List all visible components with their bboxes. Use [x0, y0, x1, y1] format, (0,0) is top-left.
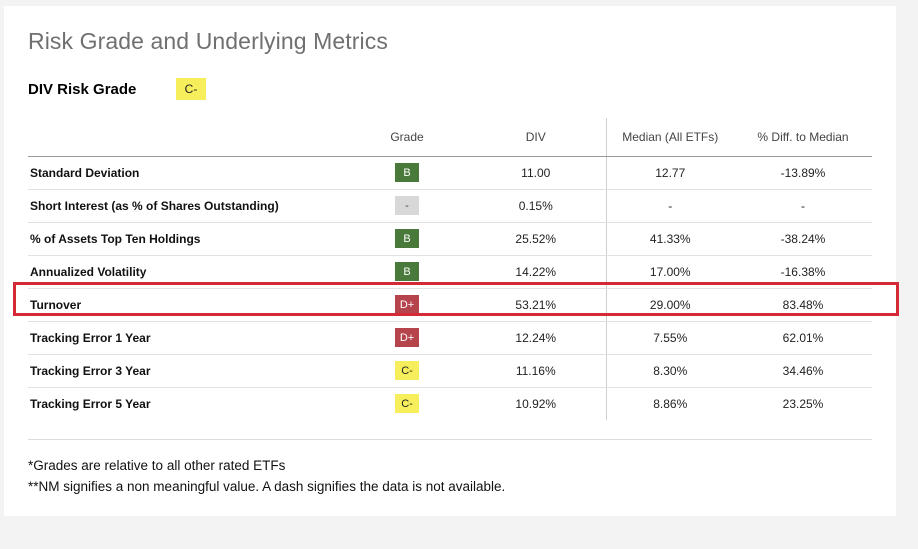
page-title: Risk Grade and Underlying Metrics	[28, 28, 388, 54]
grade-badge: D+	[395, 328, 419, 347]
table-row: Turnover D+ 53.21% 29.00% 83.48%	[28, 288, 872, 322]
grade-cell: D+	[348, 288, 466, 322]
metric-label: Annualized Volatility	[28, 255, 348, 289]
grade-cell: C-	[348, 354, 466, 388]
table-row: Short Interest (as % of Shares Outstandi…	[28, 189, 872, 223]
grade-cell: B	[348, 255, 466, 289]
grade-cell: D+	[348, 321, 466, 355]
median-value: 12.77	[605, 156, 734, 190]
header-diff: % Diff. to Median	[734, 118, 872, 157]
div-value: 14.22%	[466, 255, 606, 289]
grade-badge: D+	[395, 295, 419, 314]
table-row: Tracking Error 1 Year D+ 12.24% 7.55% 62.01%	[28, 321, 872, 355]
risk-grade-panel: Risk Grade and Underlying Metrics DIV Ri…	[4, 6, 896, 516]
median-value: 8.86%	[605, 387, 734, 420]
div-value: 25.52%	[466, 222, 606, 256]
table-header-row: Grade DIV Median (All ETFs) % Diff. to M…	[28, 118, 872, 157]
grade-badge: -	[395, 196, 419, 215]
risk-grade-label: DIV Risk Grade	[28, 80, 137, 98]
grade-badge: C-	[395, 361, 419, 380]
footnote-nm: **NM signifies a non meaningful value. A…	[28, 479, 506, 494]
median-value: 41.33%	[605, 222, 734, 256]
metric-label: Standard Deviation	[28, 156, 348, 190]
diff-value: -16.38%	[734, 255, 872, 289]
median-value: -	[605, 189, 734, 223]
diff-value: 34.46%	[734, 354, 872, 388]
diff-value: -38.24%	[734, 222, 872, 256]
median-value: 17.00%	[605, 255, 734, 289]
grade-badge: B	[395, 262, 419, 281]
table-row: Tracking Error 3 Year C- 11.16% 8.30% 34.46%	[28, 354, 872, 388]
header-div: DIV	[466, 118, 606, 157]
table-row: Annualized Volatility B 14.22% 17.00% -16.38…	[28, 255, 872, 289]
diff-value: 23.25%	[782, 396, 824, 411]
div-value: 11.00	[466, 156, 606, 190]
diff-value: -	[734, 189, 872, 223]
diff-value: 83.48%	[734, 288, 872, 322]
risk-grade-badge: C-	[176, 78, 206, 100]
diff-value: -13.89%	[734, 156, 872, 190]
metric-label: Turnover	[28, 288, 348, 322]
metric-label: Tracking Error 1 Year	[28, 321, 348, 355]
grade-cell: C-	[348, 387, 466, 420]
div-value: 0.15%	[466, 189, 606, 223]
grade-badge: C-	[395, 394, 419, 414]
metric-label: % of Assets Top Ten Holdings	[28, 222, 348, 256]
median-value: 7.55%	[605, 321, 734, 355]
div-value: 12.24%	[466, 321, 606, 355]
table-row: Tracking Error 5 Year C- 10.92% 8.86% 23.25%	[28, 387, 872, 420]
grade-cell: -	[348, 189, 466, 223]
divider	[28, 439, 872, 440]
metrics-table-body: Standard Deviation B 11.00 12.77 -13.89% Shor…	[28, 156, 872, 420]
metrics-table: Grade DIV Median (All ETFs) % Diff. to M…	[28, 118, 872, 420]
footnote-grades: *Grades are relative to all other rated …	[28, 458, 286, 473]
median-value: 8.30%	[605, 354, 734, 388]
table-row: % of Assets Top Ten Holdings B 25.52% 41.33…	[28, 222, 872, 256]
metric-label: Tracking Error 3 Year	[28, 354, 348, 388]
header-grade: Grade	[348, 118, 466, 157]
grade-badge: B	[395, 163, 419, 182]
metric-label: Tracking Error 5 Year	[30, 396, 151, 411]
div-value: 53.21%	[466, 288, 606, 322]
div-value: 10.92%	[515, 396, 557, 411]
header-metric	[28, 118, 348, 157]
median-value: 29.00%	[605, 288, 734, 322]
diff-value: 62.01%	[734, 321, 872, 355]
table-row: Standard Deviation B 11.00 12.77 -13.89%	[28, 156, 872, 190]
metric-label: Short Interest (as % of Shares Outstandi…	[28, 189, 348, 223]
grade-cell: B	[348, 156, 466, 190]
grade-badge: B	[395, 229, 419, 248]
div-value: 11.16%	[466, 354, 606, 388]
overall-risk-grade: DIV Risk Grade C-	[28, 78, 206, 100]
header-median: Median (All ETFs)	[605, 118, 734, 157]
grade-cell: B	[348, 222, 466, 256]
